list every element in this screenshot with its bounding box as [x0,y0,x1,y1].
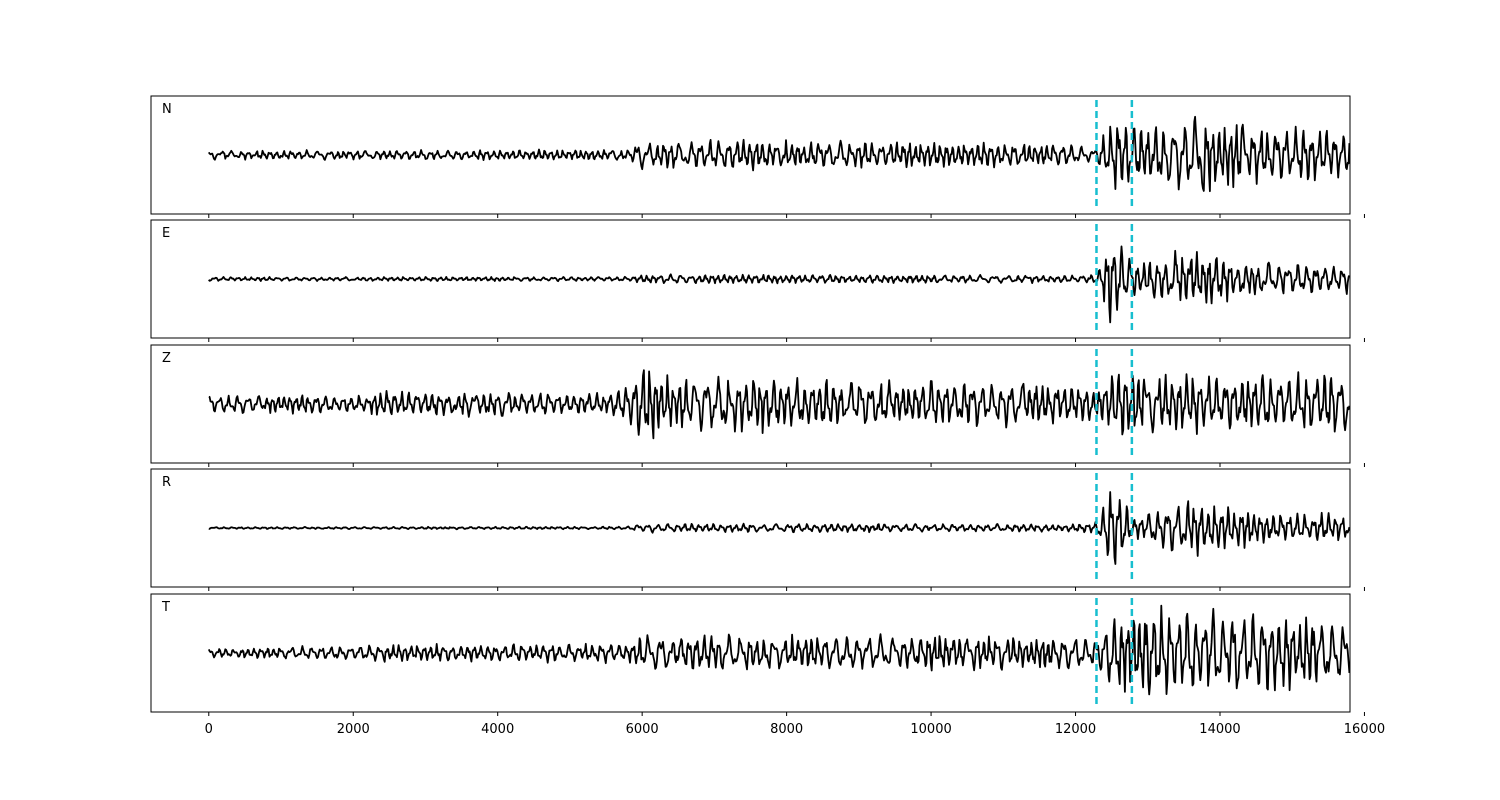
seismogram-panels: N E Z R T [150,95,1365,716]
panel-label: Z [162,351,171,366]
panel-frame [150,95,1351,215]
x-tick-label: 10000 [910,722,951,737]
panel-label: E [162,226,170,241]
panel-n: N [150,95,1365,218]
trace-n [208,115,1351,193]
panel-frame [150,593,1351,713]
panel-frame [150,219,1351,339]
panel-e: E [150,219,1365,342]
panel-r: R [150,468,1365,591]
panel-label: T [161,600,170,615]
panel-t: T [150,593,1365,716]
panel-label: N [162,102,172,117]
x-tick-label: 4000 [481,722,514,737]
x-tick-label: 16000 [1344,722,1385,737]
panel-label: R [162,475,171,490]
trace-t [207,604,1351,696]
x-tick-label: 14000 [1199,722,1240,737]
x-tick-label: 8000 [770,722,803,737]
trace-z [208,369,1351,440]
x-tick-label: 12000 [1055,722,1096,737]
x-tick-label: 0 [205,722,213,737]
x-tick-label: 2000 [337,722,370,737]
panel-frame [150,344,1351,464]
panel-z: Z [150,344,1365,467]
trace-r [208,491,1351,565]
x-axis: 0 2000 4000 6000 8000 10000 12000 14000 16000 [205,722,1385,737]
x-tick-label: 6000 [626,722,659,737]
trace-e [208,245,1351,324]
